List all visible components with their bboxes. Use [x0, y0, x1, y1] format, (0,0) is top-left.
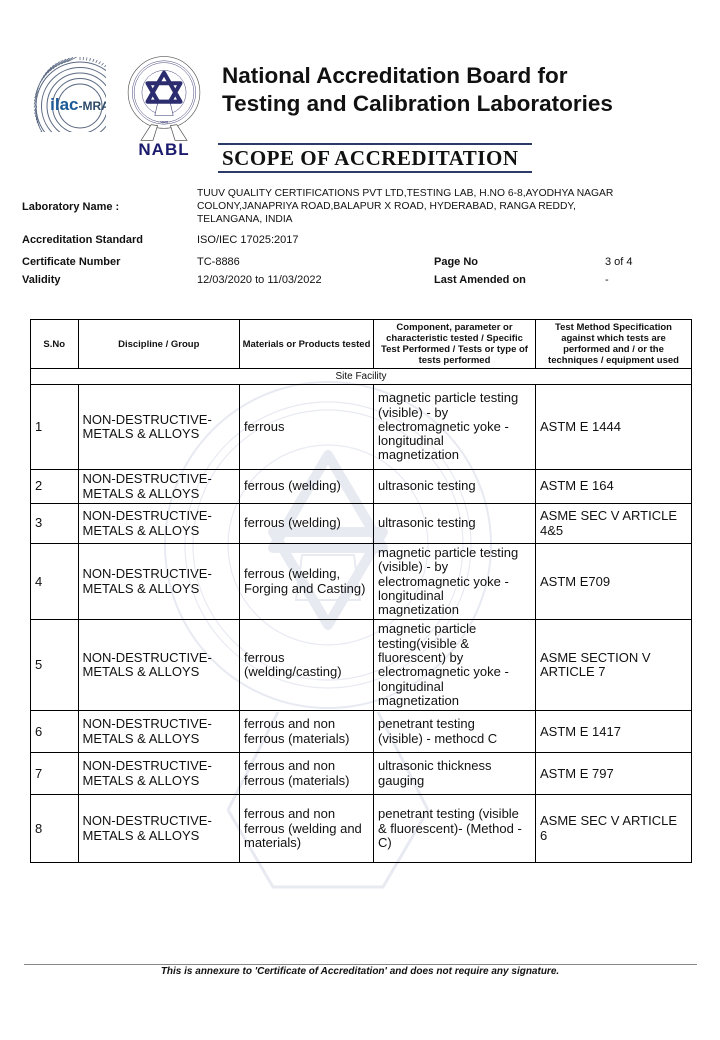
- svg-text:・भारत・: ・भारत・: [156, 119, 172, 124]
